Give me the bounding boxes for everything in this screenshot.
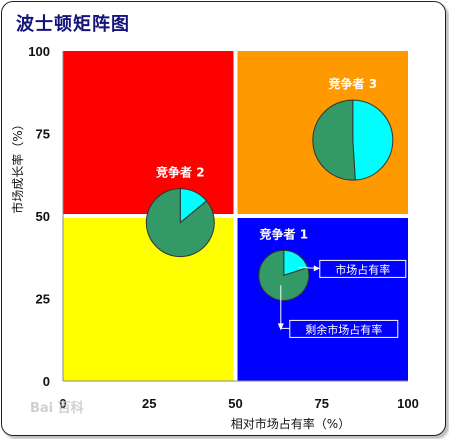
annotation-market-share: 市场占有率 — [335, 262, 390, 276]
y-tick-label: 75 — [36, 127, 50, 142]
quadrant-top-left — [63, 51, 234, 214]
y-tick-label: 50 — [36, 209, 50, 224]
y-tick-label: 0 — [43, 374, 50, 389]
x-tick-label: 50 — [228, 396, 242, 411]
x-tick-label: 0 — [59, 396, 66, 411]
annotation-box — [289, 319, 399, 338]
pie-slice-market-share — [352, 99, 394, 181]
callout-arrowhead — [313, 265, 320, 272]
annotation-remaining-share: 剩余市场占有率 — [305, 322, 382, 336]
competitor-label: 竞争者 3 — [329, 76, 378, 91]
chart-title: 波士顿矩阵图 — [16, 14, 130, 35]
pie-slice-remaining-share — [145, 188, 215, 258]
competitor-label: 竞争者 2 — [156, 165, 205, 180]
x-tick-label: 100 — [397, 396, 419, 411]
x-tick-label: 75 — [315, 396, 329, 411]
y-axis-label: 市场成长率（%） — [10, 118, 25, 213]
quadrant-bottom-right — [237, 218, 408, 381]
y-tick-label: 100 — [28, 44, 50, 59]
y-tick-label: 25 — [36, 292, 50, 307]
watermark-text: Bai 百科 — [30, 400, 84, 416]
pie-slice-remaining-share — [258, 249, 310, 301]
x-axis-label: 相对市场占有率（%） — [231, 416, 350, 431]
x-tick-label: 25 — [142, 396, 156, 411]
pie-slice-remaining-share — [312, 99, 356, 181]
callout-arrowhead — [277, 323, 284, 331]
annotation-box — [319, 259, 407, 278]
competitor-label: 竞争者 1 — [260, 226, 309, 241]
